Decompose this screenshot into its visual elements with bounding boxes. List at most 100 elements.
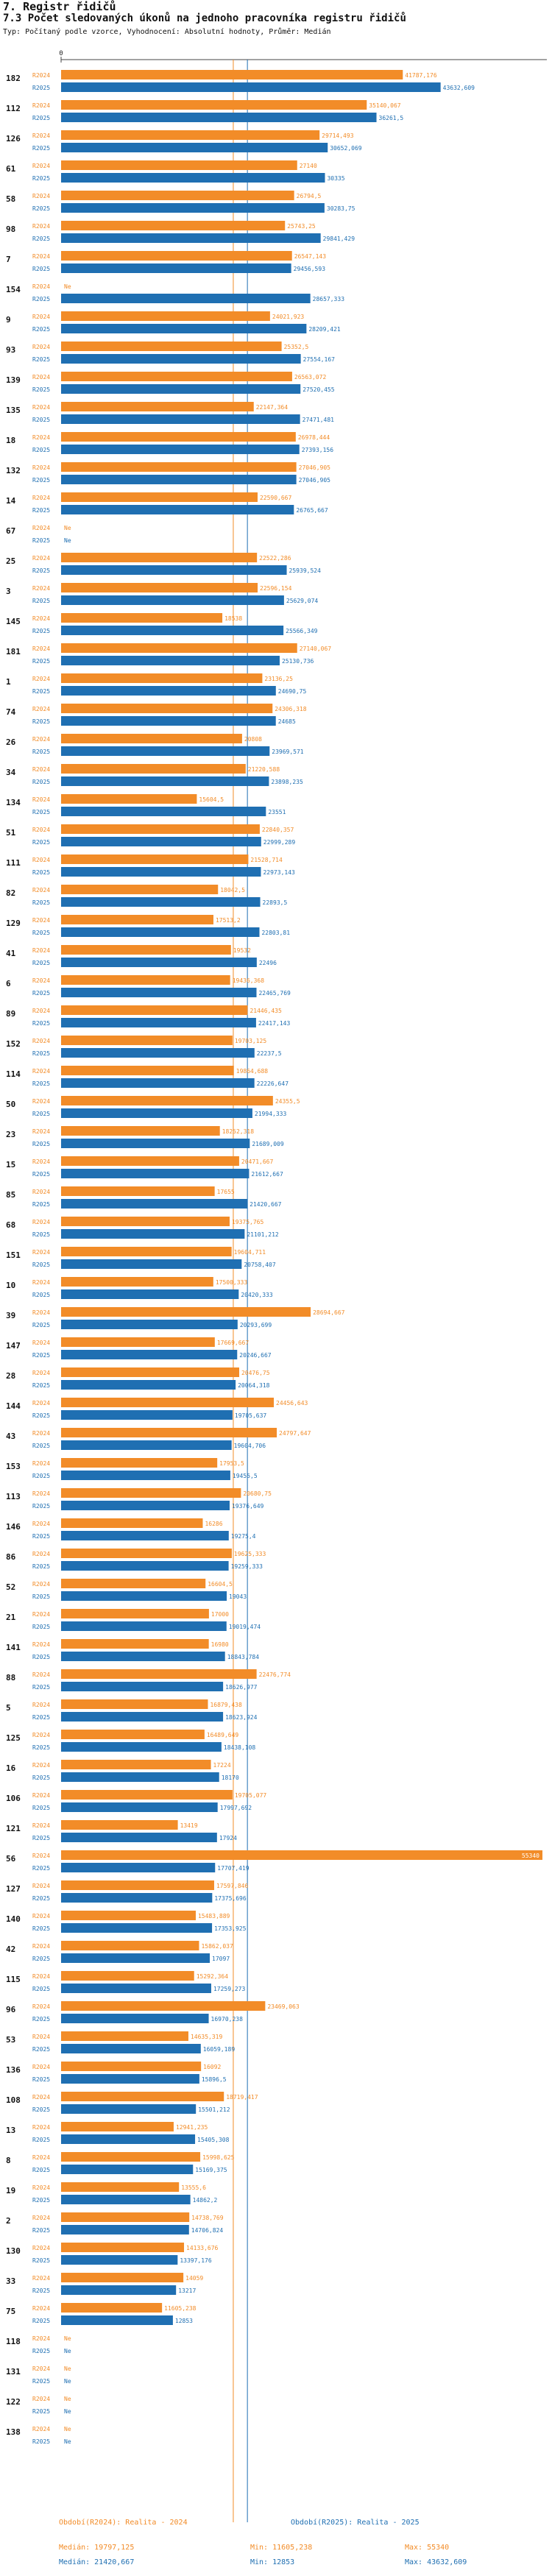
data-label: 20293,699 (240, 1322, 272, 1328)
category-label: 68 (6, 1220, 15, 1230)
series-row-label: R2024 (32, 1671, 50, 1678)
series-row-label: R2024 (32, 314, 50, 320)
category-label: 28 (6, 1371, 15, 1381)
bar-r2024 (61, 2001, 266, 2011)
bar-r2024 (61, 975, 230, 985)
series-row-label: R2025 (32, 1231, 50, 1238)
data-label: 17669,667 (217, 1340, 250, 1346)
data-label: 19375,765 (232, 1219, 264, 1225)
series-row-label: R2025 (32, 145, 50, 152)
category-label: 56 (6, 1854, 16, 1864)
data-label: 17513,2 (216, 917, 241, 924)
data-label: 55340 (522, 1853, 539, 1859)
series-row-label: R2025 (32, 447, 50, 453)
bar-r2024 (61, 1880, 214, 1890)
category-label: 127 (6, 1884, 21, 1894)
bar-r2024 (61, 1307, 311, 1317)
category-label: 112 (6, 104, 21, 113)
na-label: Ne (64, 2366, 71, 2372)
category-label: 140 (6, 1914, 21, 1924)
data-label: 24306,318 (275, 706, 307, 712)
series-row-label: R2025 (32, 1292, 50, 1298)
x-axis-tick-label: 0 (59, 50, 63, 57)
series-row-label: R2025 (32, 1805, 50, 1811)
series-row-label: R2025 (32, 2378, 50, 2385)
series-row-label: R2025 (32, 2046, 50, 2053)
series-row-label: R2024 (32, 1883, 50, 1889)
category-label: 125 (6, 1733, 21, 1743)
data-label: 20246,667 (239, 1352, 272, 1359)
legend-2024-median: Medián: 19797,125 (59, 2544, 135, 2552)
category-label: 23 (6, 1130, 15, 1139)
data-label: 30335 (327, 175, 344, 182)
data-label: 19703,125 (235, 1038, 267, 1044)
data-label: 21420,667 (250, 1201, 282, 1208)
data-label: 25566,349 (286, 628, 318, 634)
series-row-label: R2024 (32, 706, 50, 712)
series-row-label: R2024 (32, 1279, 50, 1286)
data-label: 22522,286 (259, 555, 291, 562)
series-row-label: R2025 (32, 236, 50, 242)
series-row-label: R2024 (32, 887, 50, 894)
bar-r2024 (61, 1760, 211, 1769)
series-row-label: R2024 (32, 223, 50, 230)
series-row-label: R2025 (32, 266, 50, 272)
series-row-label: R2024 (32, 1641, 50, 1648)
series-row-label: R2024 (32, 1551, 50, 1557)
category-label: 147 (6, 1341, 21, 1351)
data-label: 18170 (222, 1774, 239, 1781)
bar-r2025 (61, 595, 284, 605)
bar-r2024 (61, 1096, 273, 1105)
category-label: 61 (6, 164, 16, 174)
data-label: 21101,212 (247, 1231, 279, 1238)
series-row-label: R2024 (32, 2245, 50, 2251)
series-row-label: R2024 (32, 2305, 50, 2312)
data-label: 27520,455 (302, 386, 335, 393)
series-row-label: R2025 (32, 1835, 50, 1841)
series-row-label: R2024 (32, 857, 50, 863)
data-label: 13419 (180, 1822, 198, 1829)
series-row-label: R2025 (32, 658, 50, 665)
category-label: 15 (6, 1160, 15, 1170)
legend-2024-label: Období(R2024): Realita - 2024 (59, 2519, 188, 2527)
bar-r2024 (61, 1277, 213, 1287)
bar-r2024 (61, 251, 292, 261)
series-row-label: R2024 (32, 193, 50, 199)
series-row-label: R2024 (32, 1853, 50, 1859)
data-label: 19705,637 (235, 1412, 267, 1419)
category-label: 75 (6, 2307, 15, 2316)
bar-r2024 (61, 432, 296, 442)
bar-r2025 (61, 2134, 196, 2144)
series-row-label: R2024 (32, 2366, 50, 2372)
bar-r2024 (61, 130, 320, 140)
series-row-label: R2025 (32, 2318, 50, 2324)
series-row-label: R2024 (32, 1792, 50, 1799)
category-label: 153 (6, 1462, 21, 1471)
series-row-label: R2025 (32, 2348, 50, 2354)
data-label: 15483,889 (198, 1913, 230, 1919)
category-label: 88 (6, 1673, 15, 1682)
data-label: 30283,75 (327, 205, 355, 212)
data-label: 24690,75 (278, 688, 307, 695)
bar-r2025 (61, 1953, 210, 1963)
data-label: 13397,176 (180, 2257, 212, 2264)
series-row-label: R2024 (32, 1581, 50, 1588)
na-label: Ne (64, 2396, 71, 2402)
data-label: 13217 (178, 2287, 196, 2294)
data-label: 22147,364 (256, 404, 289, 411)
series-row-label: R2025 (32, 2438, 50, 2445)
series-row-label: R2025 (32, 85, 50, 91)
data-label: 43632,609 (443, 85, 475, 91)
series-row-label: R2024 (32, 1098, 50, 1105)
bar-r2025 (61, 475, 297, 484)
series-row-label: R2024 (32, 917, 50, 924)
bar-r2025 (61, 2225, 189, 2234)
bar-r2025 (61, 716, 276, 726)
bar-r2025 (61, 1048, 255, 1058)
data-label: 22973,143 (263, 869, 295, 876)
bar-r2024 (61, 1911, 196, 1920)
data-label: 16604,5 (208, 1581, 233, 1588)
series-row-label: R2025 (32, 1352, 50, 1359)
data-label: 18843,784 (227, 1654, 260, 1660)
data-label: 27554,167 (303, 356, 336, 363)
